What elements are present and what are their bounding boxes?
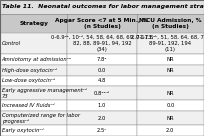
Bar	[137, 54, 204, 65]
Bar	[67, 76, 137, 86]
Bar	[67, 86, 137, 100]
Text: Low-dose oxytocinᶜᵈ: Low-dose oxytocinᶜᵈ	[2, 78, 55, 84]
Bar	[67, 125, 137, 136]
Text: NR: NR	[167, 57, 174, 62]
Text: NR: NR	[167, 116, 174, 121]
Text: NR: NR	[167, 68, 174, 73]
Text: 0.8ᵃ²ʳᵈ: 0.8ᵃ²ʳᵈ	[94, 91, 110, 96]
Bar	[0, 33, 67, 54]
Text: 0-6.9ᵃᵇ, 10ᶜᵈ, 54, 58, 64, 68, 69, 71-73,
82, 88, 89-91, 94, 192
(34): 0-6.9ᵃᵇ, 10ᶜᵈ, 54, 58, 64, 68, 69, 71-73…	[51, 35, 153, 52]
Text: Apgar Score <7 at 5 Min., %
(n Studies): Apgar Score <7 at 5 Min., % (n Studies)	[55, 18, 149, 29]
Text: Table 11.  Neonatal outcomes for labor management strategies to reduce cesarean : Table 11. Neonatal outcomes for labor ma…	[2, 4, 204, 9]
Bar	[137, 14, 204, 33]
Bar	[137, 76, 204, 86]
Text: Control: Control	[2, 41, 21, 46]
Text: Early aggressive managementᶜᵈ
73: Early aggressive managementᶜᵈ 73	[2, 88, 86, 99]
Bar	[67, 111, 137, 125]
Bar	[67, 14, 137, 33]
Bar	[0, 111, 67, 125]
Text: 1.0: 1.0	[98, 103, 106, 108]
Text: 2.0: 2.0	[98, 116, 106, 121]
Bar	[0, 65, 67, 76]
Text: Strategy: Strategy	[19, 21, 48, 26]
Bar	[137, 100, 204, 111]
Text: 0.0: 0.0	[98, 68, 106, 73]
Bar	[67, 65, 137, 76]
Bar	[67, 54, 137, 65]
Bar	[137, 125, 204, 136]
Text: 4.8: 4.8	[98, 78, 106, 84]
Text: Early oxytocinᶜᵈ: Early oxytocinᶜᵈ	[2, 128, 43, 133]
Text: High-dose oxytocinᶜᵈ: High-dose oxytocinᶜᵈ	[2, 68, 57, 73]
Bar	[137, 33, 204, 54]
Text: NR: NR	[167, 91, 174, 96]
Bar	[67, 100, 137, 111]
Text: Amniotomy at admission²⁰: Amniotomy at admission²⁰	[2, 57, 72, 62]
Text: 2.5ᶜ: 2.5ᶜ	[97, 128, 107, 133]
Bar	[0, 54, 67, 65]
Text: Increased IV fluidsᶜᵈ: Increased IV fluidsᶜᵈ	[2, 103, 54, 108]
Text: 2.0-11.8ᵃᵇ, 51, 58, 64, 68, 73,
89-91, 192, 194
(11): 2.0-11.8ᵃᵇ, 51, 58, 64, 68, 73, 89-91, 1…	[131, 35, 204, 52]
Bar	[0, 125, 67, 136]
Bar	[0, 0, 204, 14]
Bar	[0, 14, 67, 33]
Bar	[137, 111, 204, 125]
Text: 7.8ᵃ: 7.8ᵃ	[97, 57, 107, 62]
Bar	[137, 86, 204, 100]
Text: 2.0: 2.0	[166, 128, 175, 133]
Text: 0.0: 0.0	[166, 103, 175, 108]
Bar	[137, 65, 204, 76]
Bar	[67, 33, 137, 54]
Text: NICU Admission, %
(n Studies): NICU Admission, % (n Studies)	[139, 18, 202, 29]
Bar	[0, 86, 67, 100]
Bar	[0, 76, 67, 86]
Text: Computerized range for labor
progressᶜᵈ: Computerized range for labor progressᶜᵈ	[2, 113, 80, 124]
Bar	[0, 100, 67, 111]
